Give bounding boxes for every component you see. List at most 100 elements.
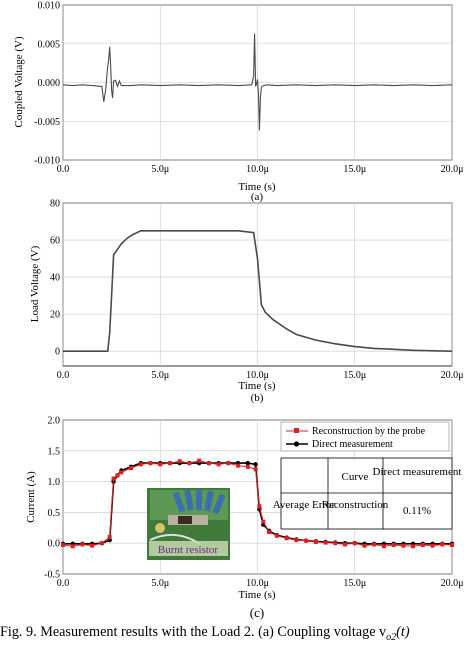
x-tick-label: 15.0μ: [343, 370, 366, 381]
reconstruction-point: [352, 541, 357, 546]
reconstruction-point: [187, 461, 192, 466]
panel-label-a: (a): [251, 191, 264, 203]
direct-measurement-point: [245, 460, 250, 466]
reconstruction-point: [115, 473, 120, 478]
reconstruction-point: [411, 544, 416, 549]
x-tick-label: 0.0: [57, 578, 70, 589]
reconstruction-point: [236, 463, 241, 468]
y-tick-label: 60: [50, 236, 60, 247]
y-tick-label: 40: [50, 273, 60, 284]
coupled-voltage-line: [62, 33, 453, 131]
x-tick-label: 10.0μ: [246, 578, 269, 589]
y-tick-label: -0.010: [34, 156, 60, 167]
legend-reconstruction: Reconstruction by the probe: [312, 426, 426, 437]
reconstruction-point: [119, 470, 124, 475]
reconstruction-point: [420, 543, 425, 548]
legend-direct: Direct measurement: [312, 439, 393, 450]
caption-text: Fig. 9. Measurement results with the Loa…: [0, 624, 387, 640]
reconstruction-point: [450, 543, 454, 548]
table-header-direct: Direct measurement: [373, 466, 462, 478]
chart-c: Burnt resistor Curve Direct measurement …: [25, 416, 463, 621]
figure-caption: Fig. 9. Measurement results with the Loa…: [0, 622, 474, 645]
reconstruction-point: [226, 461, 231, 466]
y-tick-label: 0: [55, 347, 60, 358]
reconstruction-point: [129, 466, 134, 471]
reconstruction-point: [148, 461, 153, 466]
reconstruction-point: [80, 542, 85, 547]
y-axis-label-c: Current (A): [25, 471, 37, 523]
x-tick-label: 10.0μ: [246, 370, 269, 381]
reconstruction-point: [70, 544, 75, 549]
table-cell-reconstruction: Reconstruction: [322, 499, 389, 511]
y-tick-label: 0.0: [48, 539, 61, 550]
reconstruction-point: [313, 539, 318, 544]
reconstruction-point: [61, 543, 65, 548]
x-tick-label: 0.0: [57, 370, 70, 381]
x-tick-label: 5.0μ: [151, 370, 169, 381]
x-tick-label: 5.0μ: [151, 164, 169, 175]
reconstruction-point: [158, 462, 163, 467]
x-tick-label: 15.0μ: [343, 164, 366, 175]
y-axis-label-a: Coupled Voltage (V): [13, 36, 25, 128]
reconstruction-point: [261, 519, 266, 524]
reconstruction-point: [372, 542, 377, 547]
reconstruction-point: [430, 543, 435, 548]
x-tick-label: 20.0μ: [441, 578, 464, 589]
reconstruction-point: [107, 535, 112, 540]
reconstruction-point: [167, 461, 172, 466]
y-tick-label: 1.5: [48, 446, 61, 457]
y-tick-label: 0.010: [38, 1, 61, 12]
x-tick-label: 15.0μ: [343, 578, 366, 589]
reconstruction-point: [138, 462, 143, 467]
y-tick-label: 2.0: [48, 416, 61, 427]
reconstruction-point: [253, 467, 258, 472]
direct-measurement-point: [253, 462, 258, 467]
inset-photo: Burnt resistor: [147, 488, 230, 560]
reconstruction-point: [99, 541, 104, 546]
inset-table: Curve Direct measurement Average Error R…: [273, 457, 462, 530]
x-tick-label: 0.0: [57, 164, 70, 175]
reconstruction-point: [294, 538, 299, 543]
reconstruction-point: [401, 543, 406, 548]
y-tick-label: 0.5: [48, 508, 61, 519]
y-tick-label: -0.005: [34, 117, 60, 128]
y-tick-label: 80: [50, 199, 60, 210]
chart-a: 0.0 5.0μ 10.0μ 15.0μ 20.0μ 0.010 0.005 0.000 -0…: [13, 1, 463, 204]
reconstruction-point: [267, 530, 272, 535]
caption-subscript: o2: [386, 631, 397, 643]
reconstruction-point: [323, 540, 328, 545]
y-tick-label: 0.000: [38, 78, 61, 89]
x-tick-label: 20.0μ: [441, 164, 464, 175]
panel-label-c: (c): [250, 605, 264, 620]
y-axis-label-b: Load Voltage (V): [29, 245, 41, 322]
reconstruction-point: [90, 543, 95, 548]
reconstruction-point: [197, 458, 202, 463]
legend-c: Reconstruction by the probe Direct measu…: [280, 421, 450, 452]
reconstruction-point: [177, 459, 182, 464]
reconstruction-point: [333, 541, 338, 546]
resistor-photo-detail: [149, 489, 226, 545]
x-axis-label-c: Time (s): [238, 589, 276, 601]
y-tick-label: 1.0: [48, 477, 61, 488]
table-header-curve: Curve: [342, 471, 369, 483]
panel-label-b: (b): [251, 392, 264, 404]
reconstruction-point: [343, 542, 348, 547]
reconstruction-point: [245, 464, 250, 469]
table-cell-avg-error: Average Error: [273, 499, 336, 511]
x-tick-label: 20.0μ: [441, 370, 464, 381]
reconstruction-point: [111, 476, 116, 481]
reconstruction-point: [304, 538, 309, 543]
x-tick-label: 10.0μ: [246, 164, 269, 175]
load-voltage-line: [63, 230, 453, 352]
reconstruction-point: [391, 543, 396, 548]
y-tick-label: -0.5: [44, 570, 60, 581]
x-tick-label: 5.0μ: [151, 578, 169, 589]
reconstruction-point: [206, 461, 211, 466]
y-tick-label: 20: [50, 310, 60, 321]
x-axis-label-b: Time (s): [238, 380, 276, 392]
reconstruction-point: [381, 544, 386, 549]
y-tick-label: 0.005: [38, 39, 61, 50]
reconstruction-point: [362, 543, 367, 548]
reconstruction-point: [257, 504, 262, 509]
chart-b: 0.0 5.0μ 10.0μ 15.0μ 20.0μ 80 60 40 20 0 Load Vo…: [29, 199, 463, 405]
